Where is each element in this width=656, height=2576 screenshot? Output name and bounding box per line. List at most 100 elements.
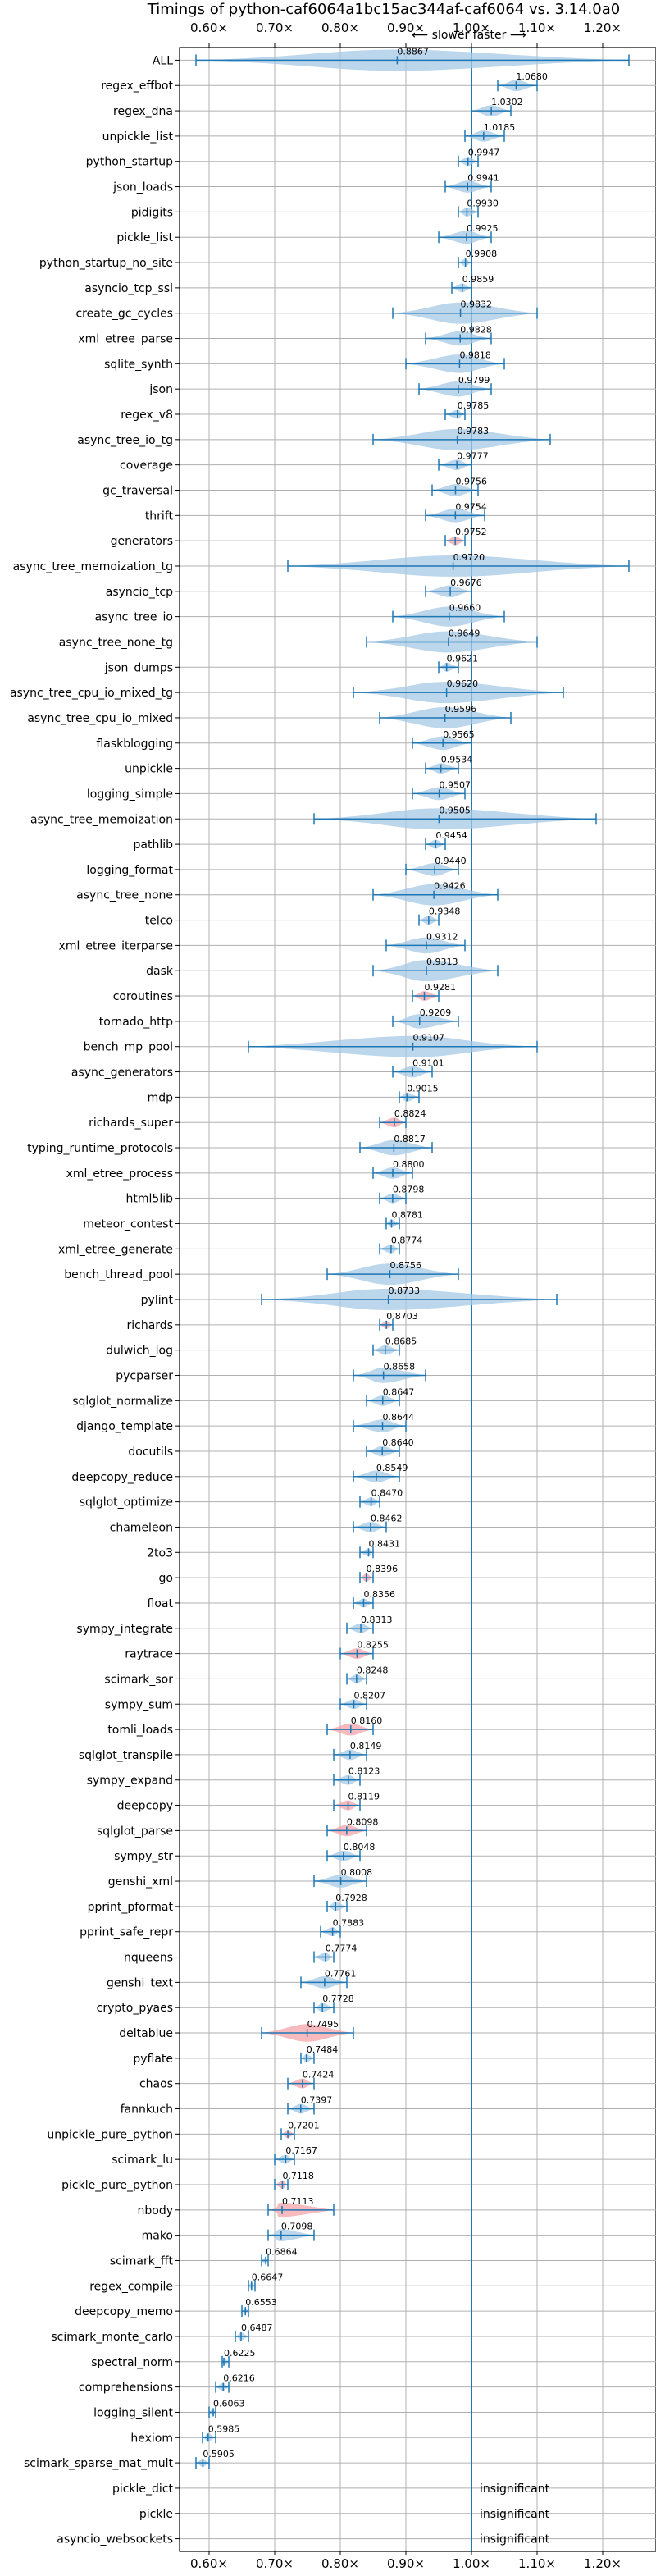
- insignificant-label: insignificant: [480, 2482, 550, 2496]
- ratio-label: 0.8313: [361, 1615, 393, 1625]
- ratio-label: 0.9720: [453, 552, 485, 563]
- ratio-label: 0.8756: [390, 1260, 421, 1271]
- ratio-label: 0.9777: [457, 451, 489, 462]
- row-label: regex_compile: [89, 2280, 173, 2293]
- ratio-label: 0.9426: [434, 881, 466, 892]
- ratio-label: 0.9818: [459, 349, 491, 360]
- insignificant-label: insignificant: [480, 2508, 550, 2521]
- ratio-label: 0.8160: [351, 1715, 383, 1726]
- row-label: json_loads: [112, 181, 173, 194]
- row-label: async_tree_io: [95, 611, 173, 624]
- ratio-label: 0.9440: [435, 856, 467, 866]
- ratio-label: 0.8640: [382, 1437, 414, 1448]
- ratio-label: 1.0680: [516, 71, 548, 82]
- ratio-label: 0.7728: [322, 1994, 354, 2004]
- row-label: chaos: [139, 2078, 173, 2091]
- ratio-label: 0.8644: [383, 1412, 415, 1423]
- ratio-label: 0.6487: [241, 2323, 273, 2333]
- row-label: pickle_dict: [112, 2482, 174, 2496]
- x-tick-label-bottom: 1.20×: [584, 2556, 622, 2571]
- row-label: generators: [111, 535, 173, 548]
- row-label: telco: [145, 915, 173, 928]
- row-label: meteor_contest: [83, 1218, 173, 1231]
- row-label: xml_etree_iterparse: [59, 939, 173, 952]
- ratio-label: 0.6647: [252, 2272, 284, 2282]
- ratio-label: 0.7761: [325, 1968, 357, 1979]
- row-label: regex_v8: [121, 409, 173, 422]
- ratio-label: 0.9799: [458, 375, 490, 386]
- ratio-label: 0.8800: [393, 1159, 425, 1170]
- row-label: scimark_sparse_mat_mult: [24, 2457, 173, 2470]
- row-label: unpickle_list: [102, 130, 174, 144]
- row-label: raytrace: [125, 1648, 173, 1661]
- row-label: scimark_sor: [104, 1673, 173, 1686]
- row-label: sqlite_synth: [104, 358, 173, 371]
- ratio-label: 0.9752: [455, 527, 487, 537]
- ratio-label: 0.7118: [282, 2171, 314, 2181]
- ratio-label: 0.8356: [363, 1589, 395, 1600]
- row-label: logging_simple: [87, 788, 173, 801]
- x-tick-label-bottom: 0.80×: [321, 2556, 359, 2571]
- ratio-label: 0.8098: [347, 1816, 379, 1827]
- row-label: mdp: [148, 1091, 174, 1104]
- row-label: pidigits: [131, 206, 173, 219]
- ratio-label: 0.9649: [449, 628, 481, 638]
- ratio-label: 0.9941: [467, 173, 499, 184]
- ratio-label: 0.5905: [203, 2449, 235, 2460]
- row-label: pyflate: [133, 2053, 173, 2066]
- row-label: pylint: [141, 1294, 174, 1307]
- row-label: xml_etree_process: [66, 1167, 173, 1181]
- ratio-label: 0.8255: [357, 1640, 389, 1651]
- row-label: deltablue: [119, 2027, 173, 2040]
- x-tick-label-bottom: 0.60×: [190, 2556, 228, 2571]
- ratio-label: 0.7201: [288, 2120, 320, 2131]
- row-label: pprint_pformat: [88, 1901, 174, 1914]
- row-label: tornado_http: [99, 1016, 173, 1029]
- ratio-label: 0.8119: [348, 1792, 380, 1802]
- row-label: sympy_integrate: [76, 1623, 173, 1636]
- row-label: xml_etree_generate: [58, 1243, 173, 1256]
- ratio-label: 0.8207: [354, 1690, 386, 1701]
- ratio-label: 0.8817: [394, 1134, 426, 1144]
- row-label: go: [159, 1572, 173, 1585]
- ratio-label: 0.8774: [391, 1235, 423, 1245]
- ratio-label: 1.0302: [491, 97, 523, 107]
- row-label: regex_dna: [113, 105, 173, 118]
- row-label: bench_thread_pool: [64, 1268, 173, 1281]
- row-label: pickle: [139, 2508, 173, 2521]
- row-label: async_tree_none: [76, 889, 173, 902]
- row-label: json_dumps: [104, 661, 173, 674]
- x-tick-label-top: 0.80×: [321, 21, 359, 35]
- row-label: genshi_text: [107, 1976, 174, 1989]
- ratio-label: 0.8781: [391, 1210, 422, 1221]
- row-label: coverage: [120, 459, 173, 473]
- row-label: gc_traversal: [102, 484, 173, 497]
- ratio-label: 0.9454: [435, 830, 467, 841]
- ratio-label: 0.9507: [440, 779, 472, 790]
- ratio-label: 0.9534: [441, 755, 473, 765]
- row-label: asyncio_websockets: [57, 2533, 173, 2546]
- row-label: unpickle: [125, 763, 173, 776]
- row-label: asyncio_tcp: [106, 586, 173, 599]
- row-label: regex_effbot: [101, 80, 173, 93]
- ratio-label: 0.7928: [335, 1893, 367, 1903]
- ratio-label: 0.8462: [371, 1513, 403, 1523]
- row-label: deepcopy_memo: [75, 2305, 173, 2318]
- ratio-label: 0.9348: [429, 907, 461, 917]
- row-label: coroutines: [113, 990, 173, 1003]
- x-tick-label-top: 0.70×: [256, 21, 294, 35]
- row-label: float: [148, 1597, 174, 1610]
- ratio-label: 0.9947: [468, 148, 500, 158]
- row-label: create_gc_cycles: [75, 308, 173, 321]
- ratio-label: 0.7167: [285, 2145, 317, 2156]
- row-label: genshi_xml: [108, 1875, 173, 1889]
- row-label: tomli_loads: [107, 1724, 173, 1737]
- ratio-label: 0.9859: [462, 274, 494, 285]
- row-label: richards_super: [89, 1117, 173, 1130]
- row-label: fannkuch: [121, 2103, 173, 2117]
- ratio-label: 0.8248: [357, 1665, 389, 1675]
- ratio-label: 0.9312: [426, 931, 458, 942]
- row-label: python_startup: [86, 156, 173, 169]
- row-label: hexiom: [130, 2432, 173, 2445]
- ratio-label: 0.8824: [394, 1108, 426, 1119]
